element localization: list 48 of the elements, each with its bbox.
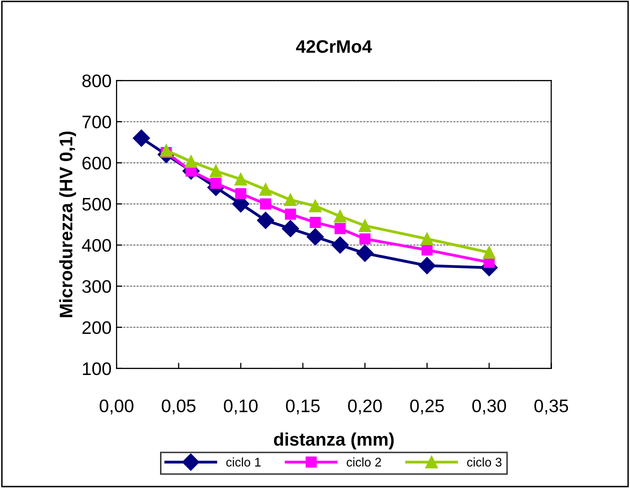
x-tick-label: 0,30 — [472, 399, 506, 414]
legend-label: ciclo 1 — [226, 457, 261, 467]
point — [310, 216, 321, 228]
y-tick-label: 500 — [82, 198, 111, 211]
legend-label: ciclo 2 — [346, 457, 381, 467]
y-tick-label: 300 — [82, 280, 111, 293]
y-tick-label: 200 — [82, 321, 111, 334]
point — [234, 172, 247, 186]
point — [421, 244, 433, 256]
y-tick-label: 400 — [82, 238, 111, 252]
x-tick-label: 0,25 — [410, 399, 444, 414]
point — [356, 244, 374, 262]
point — [282, 220, 299, 238]
point — [260, 198, 272, 210]
y-tick-label: 700 — [82, 116, 111, 128]
y-axis-title: Microdurezza (HV 0,1) — [59, 132, 76, 318]
point — [482, 246, 496, 259]
point — [284, 208, 296, 220]
point — [420, 232, 434, 246]
x-tick-label: 0,20 — [348, 399, 382, 414]
point — [184, 155, 198, 168]
point — [210, 164, 222, 178]
point — [306, 228, 324, 246]
x-tick-label: 0,05 — [162, 399, 196, 414]
y-tick-label: 600 — [82, 156, 111, 170]
y-tick-label: 800 — [82, 74, 111, 88]
point — [418, 257, 436, 274]
x-tick-label: 0,10 — [224, 399, 258, 414]
point — [284, 194, 297, 206]
x-tick-label: 0,15 — [286, 399, 320, 414]
chart-title: 42CrMo4 — [296, 40, 372, 53]
point — [358, 219, 372, 232]
point — [334, 223, 346, 234]
x-tick-label: 0,35 — [534, 399, 568, 414]
point — [332, 236, 349, 254]
point — [235, 188, 246, 200]
y-tick-label: 100 — [82, 362, 111, 376]
point — [259, 183, 272, 196]
point — [309, 200, 322, 212]
point — [132, 130, 150, 147]
point — [334, 210, 346, 223]
point — [210, 178, 222, 189]
x-tick-label: 0,00 — [100, 399, 134, 414]
point — [359, 233, 371, 244]
legend-label: ciclo 3 — [467, 457, 502, 467]
point — [257, 212, 274, 229]
x-axis-title: distanza (mm) — [274, 432, 394, 450]
point — [160, 144, 172, 157]
